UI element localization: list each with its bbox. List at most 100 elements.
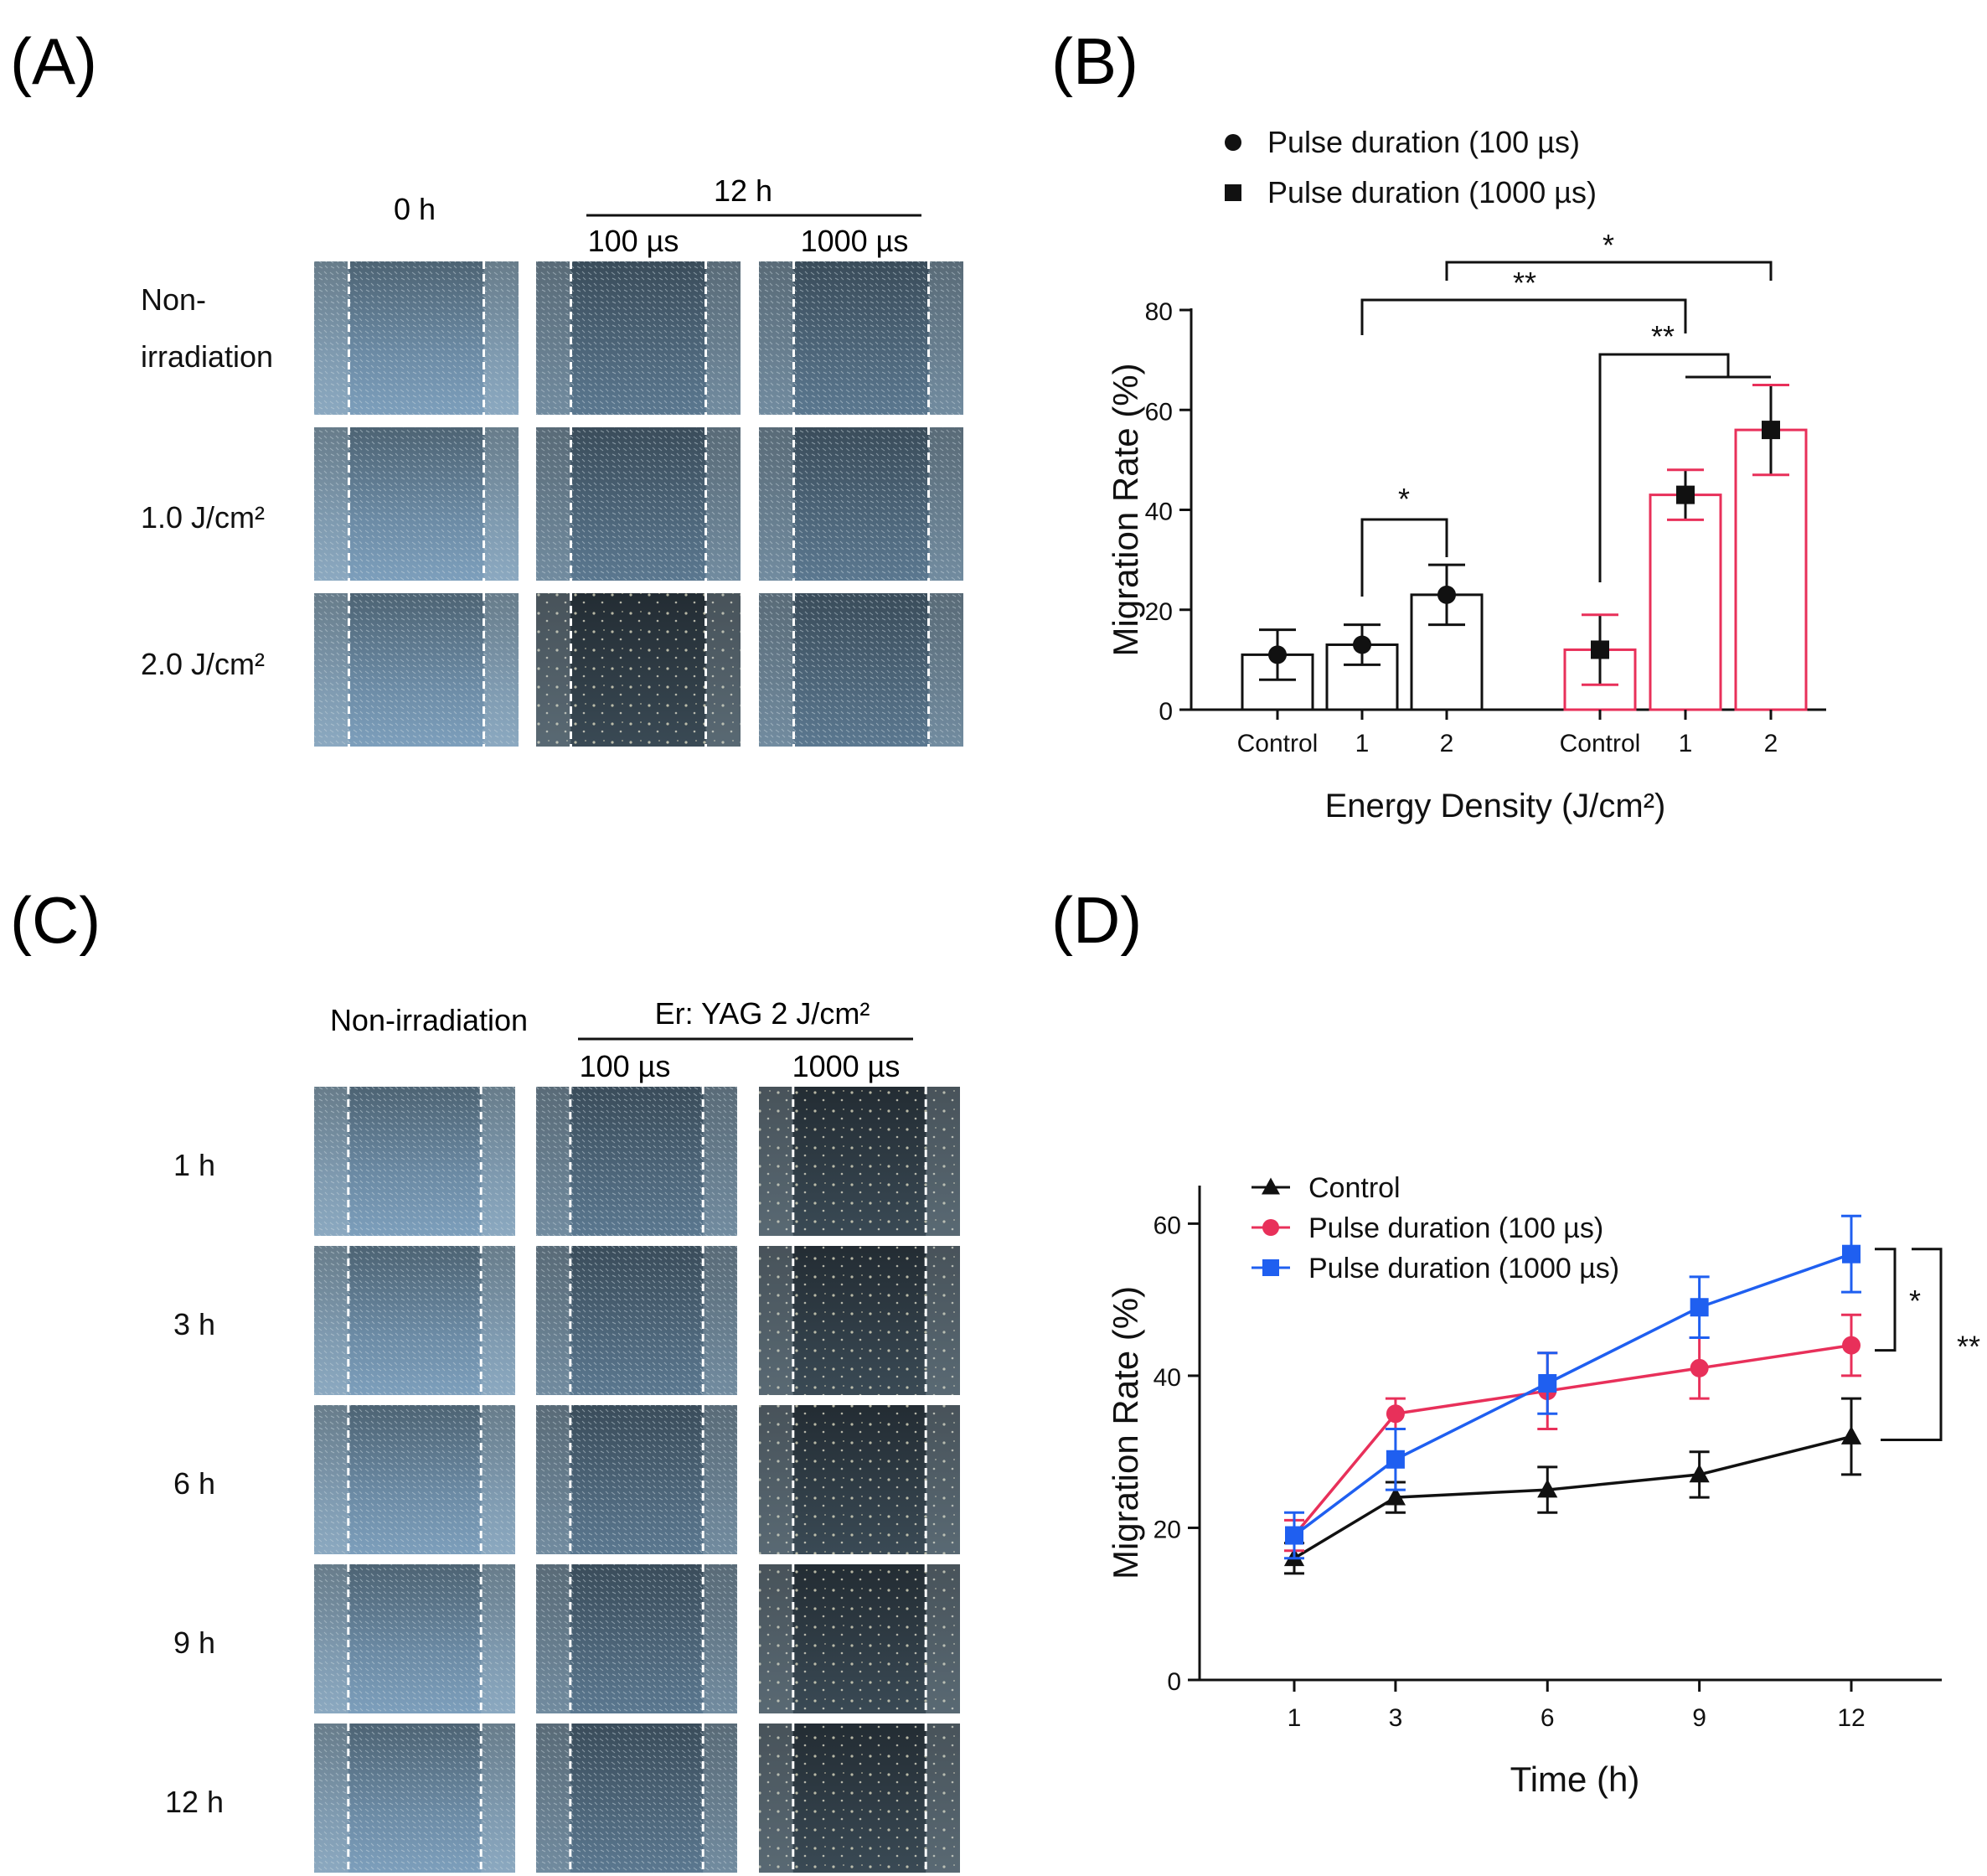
panel-c-image-r1-c0-edge-right xyxy=(481,1246,515,1395)
chart-d-y-tick-label: 0 xyxy=(1167,1668,1181,1696)
panel-a-row-label-0-1: irradiation xyxy=(141,339,273,374)
panel-a-image-r1-c2-edge-left xyxy=(759,427,794,581)
panel-c-image-r0-c1-edge-right xyxy=(703,1087,737,1236)
panel-b-letter: (B) xyxy=(1051,24,1138,98)
chart-b-y-tick-label: 80 xyxy=(1145,298,1173,326)
panel-a-image-r0-c2 xyxy=(759,261,963,415)
panel-a-image-r0-c1-edge-right xyxy=(705,261,741,415)
chart-b-x-label: Energy Density (J/cm²) xyxy=(1325,788,1666,824)
chart-d-point xyxy=(1689,1464,1710,1483)
panel-c-image-r0-c2-edge-right xyxy=(926,1087,960,1236)
chart-d-legend-marker xyxy=(1262,1259,1279,1276)
panel-c-image-r4-c0 xyxy=(314,1724,515,1873)
panel-a-image-r0-c0-edge-right xyxy=(483,261,519,415)
chart-d-point xyxy=(1386,1404,1405,1424)
panel-a-image-r0-c2-edge-left xyxy=(759,261,794,415)
panel-c-image-r4-c2 xyxy=(759,1724,960,1873)
panel-a-row-label-1: 1.0 J/cm² xyxy=(141,500,265,535)
chart-b-point xyxy=(1676,485,1695,504)
panel-c-image-r0-c1 xyxy=(536,1087,737,1236)
chart-d-point xyxy=(1840,1425,1862,1444)
panel-c-image-r2-c1-edge-left xyxy=(536,1405,570,1554)
panel-a-image-r0-c1 xyxy=(536,261,741,415)
chart-b-y-tick-label: 60 xyxy=(1145,398,1173,426)
chart-d-point xyxy=(1386,1450,1405,1469)
chart-d-x-tick-label: 1 xyxy=(1288,1704,1302,1732)
chart-b-point xyxy=(1762,421,1780,440)
chart-d-legend-label: Pulse duration (100 µs) xyxy=(1308,1212,1603,1244)
chart-b-sig-bracket xyxy=(1445,261,1773,281)
panel-c-row-label-4: 12 h xyxy=(165,1785,224,1819)
chart-d-x-tick-label: 12 xyxy=(1837,1704,1865,1732)
panel-a-image-r1-c0-edge-left xyxy=(314,427,349,581)
panel-c-row-label-2: 6 h xyxy=(173,1466,215,1501)
panel-a-image-r2-c2 xyxy=(759,593,963,747)
panel-a-col-1000us: 1000 µs xyxy=(801,224,909,258)
panel-d-letter: (D) xyxy=(1051,883,1142,957)
panel-c-image-r0-c0-texture xyxy=(314,1087,515,1236)
panel-a-image-r2-c0 xyxy=(314,593,519,747)
panel-c-image-r3-c0-edge-right xyxy=(481,1564,515,1713)
chart-b-x-tick-label: Control xyxy=(1237,730,1319,757)
panel-c-row-label-1: 3 h xyxy=(173,1307,215,1341)
panel-c-image-r1-c2-edge-right xyxy=(926,1246,960,1395)
chart-d-x-tick-label: 6 xyxy=(1541,1704,1555,1732)
chart-b-bar xyxy=(1734,428,1808,711)
panel-c-image-r0-c0-edge-left xyxy=(314,1087,348,1236)
panel-a-col-0h: 0 h xyxy=(394,192,436,226)
panel-c-image-r2-c1-texture xyxy=(536,1405,737,1554)
panel-c-image-r1-c0 xyxy=(314,1246,515,1395)
chart-b-sig-label: ** xyxy=(1513,266,1536,300)
chart-d-sig-label: * xyxy=(1909,1284,1921,1318)
panel-c-image-r0-c0-edge-right xyxy=(481,1087,515,1236)
panel-c-image-r3-c2-edge-right xyxy=(926,1564,960,1713)
panel-c-image-r3-c1-texture xyxy=(536,1564,737,1713)
panel-c-image-r2-c2-texture xyxy=(759,1405,960,1554)
chart-b-point xyxy=(1353,635,1371,654)
panel-c-row-label-3: 9 h xyxy=(173,1625,215,1660)
chart-d-y-label: Migration Rate (%) xyxy=(1106,1286,1145,1579)
panel-c-letter: (C) xyxy=(10,883,101,957)
chart-d-significance: *** xyxy=(1875,1248,1980,1442)
panel-c-image-r4-c1 xyxy=(536,1724,737,1873)
panel-c-image-r3-c1 xyxy=(536,1564,737,1713)
chart-b-x-tick-label: 1 xyxy=(1679,730,1693,757)
panel-a-image-r0-c1-edge-left xyxy=(536,261,571,415)
panel-c-image-r2-c0-edge-right xyxy=(481,1405,515,1554)
chart-b-point xyxy=(1268,645,1287,664)
chart-b-x-tick-label: Control xyxy=(1560,730,1641,757)
panel-c-image-r3-c2 xyxy=(759,1564,960,1713)
panel-a: (A) 0 h 12 h 100 µs 1000 µs Non-irradiat… xyxy=(10,24,963,747)
chart-b-sig-label: * xyxy=(1603,228,1614,262)
chart-d-y-tick-label: 20 xyxy=(1153,1516,1181,1543)
panel-c-image-r1-c2 xyxy=(759,1246,960,1395)
chart-d-legend-label: Control xyxy=(1308,1172,1401,1204)
chart-b-point xyxy=(1437,585,1456,604)
chart-b-point xyxy=(1591,640,1609,659)
chart-d-y-tick-label: 60 xyxy=(1153,1212,1181,1239)
panel-a-image-r1-c1-edge-left xyxy=(536,427,571,581)
panel-c-image-r2-c0-edge-left xyxy=(314,1405,348,1554)
chart-b-y-tick-label: 20 xyxy=(1145,598,1173,626)
panel-c-image-r4-c1-texture xyxy=(536,1724,737,1873)
panel-a-image-r1-c0 xyxy=(314,427,519,581)
panel-a-image-r2-c2-edge-right xyxy=(928,593,963,747)
chart-d-point xyxy=(1285,1526,1303,1545)
panel-c-image-r4-c1-edge-right xyxy=(703,1724,737,1873)
panel-c-image-r3-c0-edge-left xyxy=(314,1564,348,1713)
chart-d-legend-marker xyxy=(1262,1219,1279,1236)
panel-a-image-r0-c2-edge-right xyxy=(928,261,963,415)
panel-c-col-1000us: 1000 µs xyxy=(792,1049,901,1083)
chart-d-x-label: Time (h) xyxy=(1510,1760,1640,1799)
chart-d-sig-label: ** xyxy=(1957,1330,1980,1364)
chart-b-x-tick-label: 2 xyxy=(1440,730,1454,757)
chart-d-point xyxy=(1538,1374,1557,1393)
panel-c-image-r1-c2-texture xyxy=(759,1246,960,1395)
panel-a-image-r2-c0-edge-left xyxy=(314,593,349,747)
chart-b-legend-marker xyxy=(1225,184,1241,201)
chart-d-series-1 xyxy=(1284,1313,1861,1553)
chart-d-point xyxy=(1690,1298,1709,1317)
panel-c-image-r3-c0-texture xyxy=(314,1564,515,1713)
panel-c-image-r3-c0 xyxy=(314,1564,515,1713)
